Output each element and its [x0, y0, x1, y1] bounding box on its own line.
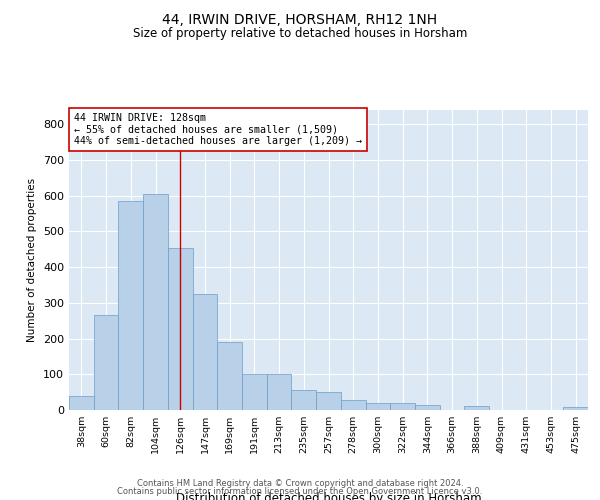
- X-axis label: Distribution of detached houses by size in Horsham: Distribution of detached houses by size …: [176, 492, 481, 500]
- Bar: [217, 342, 242, 410]
- Bar: [341, 400, 365, 410]
- Bar: [563, 407, 588, 410]
- Bar: [316, 392, 341, 410]
- Bar: [168, 248, 193, 410]
- Text: Size of property relative to detached houses in Horsham: Size of property relative to detached ho…: [133, 28, 467, 40]
- Bar: [94, 316, 118, 410]
- Y-axis label: Number of detached properties: Number of detached properties: [28, 178, 37, 342]
- Bar: [415, 404, 440, 410]
- Text: Contains public sector information licensed under the Open Government Licence v3: Contains public sector information licen…: [118, 487, 482, 496]
- Bar: [242, 374, 267, 410]
- Bar: [464, 406, 489, 410]
- Bar: [267, 374, 292, 410]
- Text: Contains HM Land Registry data © Crown copyright and database right 2024.: Contains HM Land Registry data © Crown c…: [137, 478, 463, 488]
- Bar: [193, 294, 217, 410]
- Bar: [390, 403, 415, 410]
- Bar: [69, 396, 94, 410]
- Text: 44, IRWIN DRIVE, HORSHAM, RH12 1NH: 44, IRWIN DRIVE, HORSHAM, RH12 1NH: [163, 12, 437, 26]
- Bar: [143, 194, 168, 410]
- Bar: [292, 390, 316, 410]
- Text: 44 IRWIN DRIVE: 128sqm
← 55% of detached houses are smaller (1,509)
44% of semi-: 44 IRWIN DRIVE: 128sqm ← 55% of detached…: [74, 113, 362, 146]
- Bar: [118, 201, 143, 410]
- Bar: [365, 403, 390, 410]
